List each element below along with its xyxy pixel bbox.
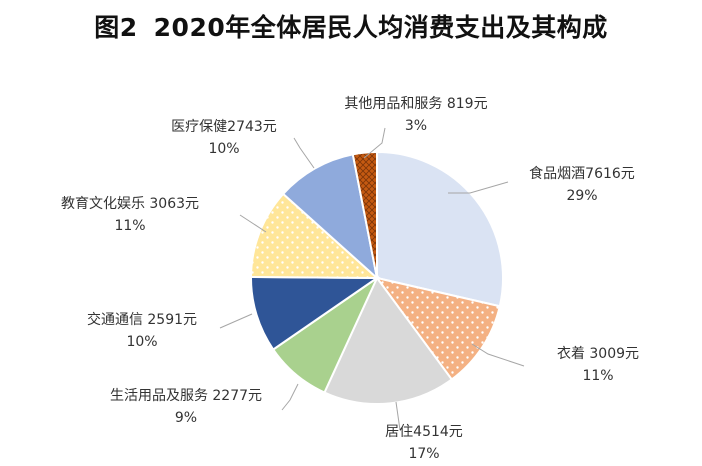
data-labels: 食品烟酒7616元 29% 衣着 3009元 11% 居住4514元 17% 生活用品及服务…: [61, 96, 639, 462]
slice-label-7: 医疗保健2743元: [171, 119, 277, 135]
slice-label-3: 居住4514元: [385, 424, 463, 440]
slice-label-1: 食品烟酒7616元: [529, 165, 635, 182]
leader-line-4: [281, 383, 299, 411]
pie-slice-2: [374, 276, 501, 381]
leader-line-3: [395, 401, 401, 431]
slice-label-2: 衣着 3009元: [557, 346, 639, 362]
chart-title: 图2 2020年全体居民人均消费支出及其构成: [0, 8, 702, 44]
slice-percent-8: 3%: [405, 118, 427, 134]
leader-lines: [219, 127, 525, 431]
slice-percent-1: 29%: [566, 188, 597, 204]
pie-slice-1: [376, 150, 504, 308]
chart-title-text: 2020年全体居民人均消费支出及其构成: [153, 13, 608, 42]
leader-line-1: [448, 181, 509, 194]
slice-label-4: 生活用品及服务 2277元: [110, 388, 262, 404]
slice-percent-5: 10%: [126, 334, 157, 350]
leader-line-6: [239, 214, 267, 233]
pie-slice-6: [249, 192, 380, 280]
slice-percent-4: 9%: [175, 410, 197, 426]
leader-line-2: [471, 343, 525, 367]
pie-slice-8: [351, 150, 378, 279]
leader-line-5: [219, 313, 253, 329]
pie-slice-7: [281, 153, 379, 281]
pie-slice-3: [323, 276, 454, 405]
pie-slice-5: [249, 276, 381, 351]
slice-percent-3: 17%: [408, 446, 439, 462]
chart-title-prefix: 图2: [94, 13, 138, 42]
slice-percent-2: 11%: [582, 368, 613, 384]
pie-slices: [249, 150, 504, 405]
slice-percent-6: 11%: [114, 218, 145, 234]
slice-label-5: 交通通信 2591元: [87, 311, 197, 328]
leader-line-8: [363, 127, 386, 159]
slice-label-6: 教育文化娱乐 3063元: [61, 196, 199, 212]
slice-label-8: 其他用品和服务 819元: [344, 96, 487, 112]
slice-percent-7: 10%: [208, 141, 239, 157]
leader-line-7: [293, 137, 315, 169]
